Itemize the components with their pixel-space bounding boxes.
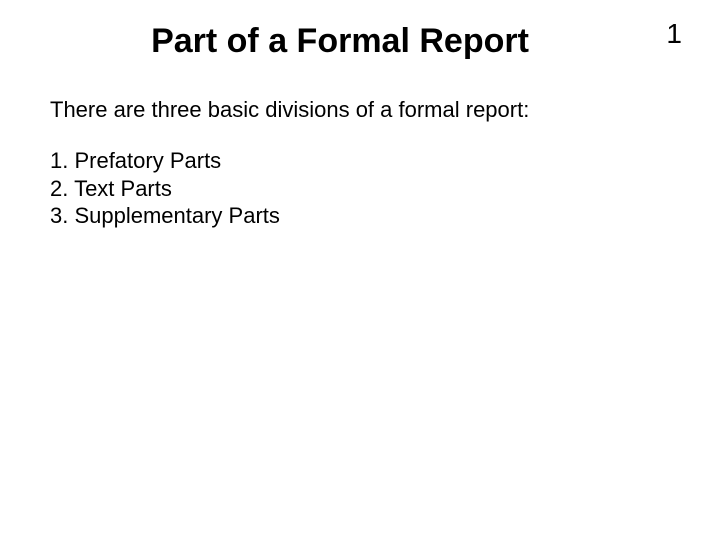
list-item: 2. Text Parts [50,175,672,203]
slide-title: Part of a Formal Report [88,22,592,61]
divisions-list: 1. Prefatory Parts 2. Text Parts 3. Supp… [50,147,672,230]
intro-text: There are three basic divisions of a for… [50,97,672,123]
list-item: 1. Prefatory Parts [50,147,672,175]
slide-container: 1 Part of a Formal Report There are thre… [0,0,720,540]
list-item: 3. Supplementary Parts [50,202,672,230]
page-number: 1 [666,18,682,50]
